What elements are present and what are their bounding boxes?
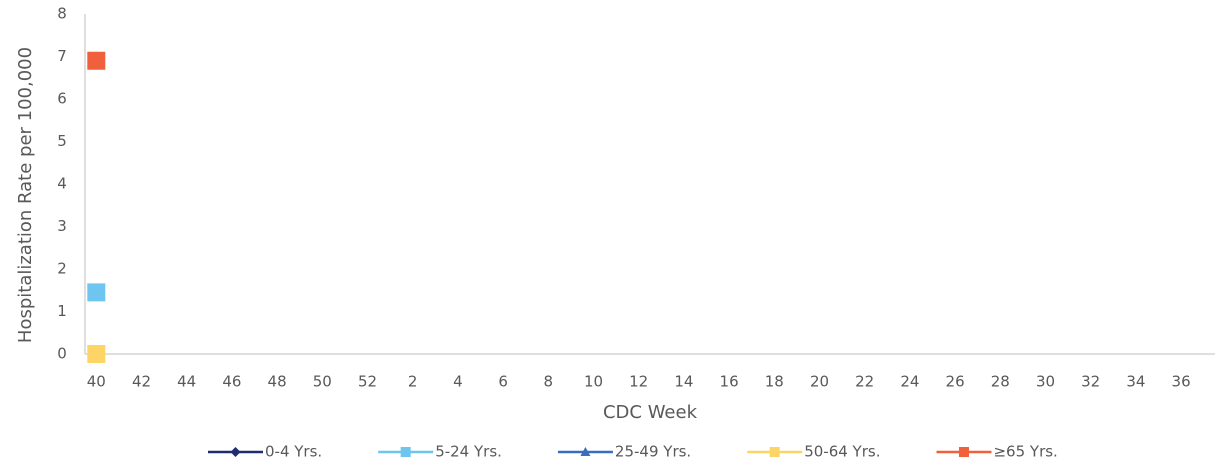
x-tick-label: 36 xyxy=(1172,373,1191,391)
x-tick-label: 30 xyxy=(1036,373,1055,391)
x-tick-label: 26 xyxy=(946,373,965,391)
x-tick-label: 50 xyxy=(313,373,332,391)
legend-marker xyxy=(230,447,241,457)
x-tick-label: 14 xyxy=(674,373,693,391)
x-tick-label: 24 xyxy=(900,373,919,391)
y-tick-label: 6 xyxy=(57,90,67,108)
x-tick-label: 42 xyxy=(132,373,151,391)
y-tick-label: 7 xyxy=(57,47,67,65)
x-tick-label: 34 xyxy=(1126,373,1145,391)
legend-marker xyxy=(769,447,780,457)
x-tick-label: 46 xyxy=(222,373,241,391)
legend-marker xyxy=(400,447,411,457)
y-tick-label: 2 xyxy=(57,260,67,278)
data-point xyxy=(87,345,106,363)
x-tick-label: 20 xyxy=(810,373,829,391)
x-tick-label: 4 xyxy=(453,373,463,391)
y-tick-label: 0 xyxy=(57,345,67,363)
x-tick-label: 10 xyxy=(584,373,603,391)
x-tick-label: 12 xyxy=(629,373,648,391)
x-tick-label: 40 xyxy=(87,373,106,391)
data-point xyxy=(87,283,106,302)
legend-label: 0-4 Yrs. xyxy=(265,443,322,461)
x-tick-label: 28 xyxy=(991,373,1010,391)
x-tick-label: 44 xyxy=(177,373,196,391)
x-axis-label: CDC Week xyxy=(603,402,698,423)
x-tick-label: 22 xyxy=(855,373,874,391)
x-tick-label: 52 xyxy=(358,373,377,391)
y-tick-label: 4 xyxy=(57,175,67,193)
y-tick-label: 5 xyxy=(57,132,67,150)
x-tick-label: 32 xyxy=(1081,373,1100,391)
legend-marker xyxy=(580,447,591,456)
x-tick-label: 16 xyxy=(720,373,739,391)
x-tick-label: 48 xyxy=(268,373,287,391)
legend-label: ≥65 Yrs. xyxy=(993,443,1057,461)
y-tick-label: 8 xyxy=(57,5,67,23)
x-tick-label: 18 xyxy=(765,373,784,391)
legend-marker xyxy=(958,447,969,457)
data-point xyxy=(87,51,106,70)
legend-label: 50-64 Yrs. xyxy=(804,443,880,461)
legend-label: 25-49 Yrs. xyxy=(615,443,691,461)
x-tick-label: 2 xyxy=(408,373,418,391)
legend-label: 5-24 Yrs. xyxy=(435,443,502,461)
x-tick-label: 8 xyxy=(544,373,554,391)
y-tick-label: 1 xyxy=(57,302,67,320)
y-axis-label: Hospitalization Rate per 100,000 xyxy=(15,47,36,343)
y-tick-label: 3 xyxy=(57,217,67,235)
x-tick-label: 6 xyxy=(498,373,508,391)
